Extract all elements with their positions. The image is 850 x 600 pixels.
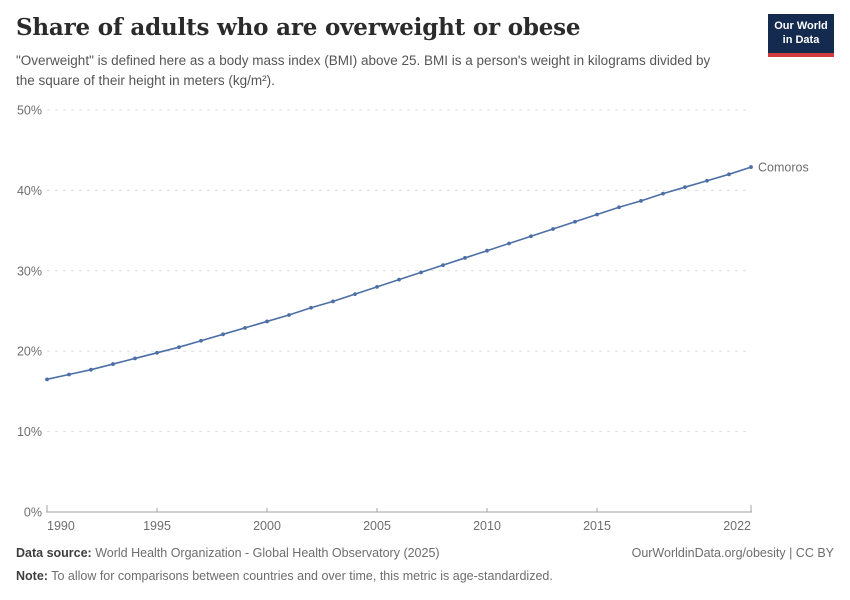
data-point[interactable] bbox=[419, 270, 423, 275]
data-point[interactable] bbox=[529, 234, 533, 239]
line-chart[interactable]: 0% 10% 20% 30% 40% 50% 1990 1995 2000 2005 2010 201… bbox=[0, 95, 850, 545]
data-point[interactable] bbox=[727, 172, 731, 177]
data-point[interactable] bbox=[331, 299, 335, 304]
data-point[interactable] bbox=[375, 284, 379, 289]
owid-logo-line1: Our World bbox=[774, 20, 828, 32]
owid-logo[interactable]: Our World in Data bbox=[768, 14, 834, 57]
data-point[interactable] bbox=[551, 227, 555, 231]
series-label[interactable]: Comoros bbox=[758, 161, 809, 175]
data-point[interactable] bbox=[199, 338, 203, 343]
y-tick-label: 50% bbox=[17, 104, 42, 118]
data-point[interactable] bbox=[595, 212, 599, 217]
data-point[interactable] bbox=[309, 305, 313, 310]
data-point[interactable] bbox=[749, 165, 753, 169]
y-tick-label: 40% bbox=[17, 184, 42, 198]
y-tick-label: 10% bbox=[17, 425, 42, 439]
data-point[interactable] bbox=[661, 191, 665, 196]
data-point[interactable] bbox=[441, 263, 445, 268]
page-title: Share of adults who are overweight or ob… bbox=[16, 14, 581, 41]
y-tick-label: 20% bbox=[17, 345, 42, 359]
data-point[interactable] bbox=[705, 178, 709, 183]
x-tick-label: 2000 bbox=[253, 519, 281, 533]
y-tick-label: 0% bbox=[24, 506, 42, 520]
data-point[interactable] bbox=[287, 313, 291, 317]
y-tick-label: 30% bbox=[17, 264, 42, 278]
data-point[interactable] bbox=[67, 372, 71, 377]
data-point[interactable] bbox=[617, 205, 621, 210]
y-gridlines: 0% 10% 20% 30% 40% 50% bbox=[17, 104, 751, 520]
chart-area[interactable]: 0% 10% 20% 30% 40% 50% 1990 1995 2000 2005 2010 201… bbox=[0, 95, 850, 545]
chart-subtitle: "Overweight" is defined here as a body m… bbox=[16, 53, 711, 88]
data-point[interactable] bbox=[45, 377, 49, 382]
chart-header: Share of adults who are overweight or ob… bbox=[16, 14, 834, 90]
series-line[interactable] bbox=[46, 166, 752, 381]
note-text: To allow for comparisons between countri… bbox=[47, 569, 553, 583]
data-point[interactable] bbox=[155, 350, 159, 355]
data-point[interactable] bbox=[133, 356, 137, 361]
data-point[interactable] bbox=[463, 256, 467, 260]
note-label: Note: bbox=[16, 569, 48, 583]
series-points[interactable] bbox=[45, 165, 753, 382]
data-point[interactable] bbox=[177, 345, 181, 350]
data-point[interactable] bbox=[507, 241, 511, 246]
data-point[interactable] bbox=[485, 248, 489, 253]
data-point[interactable] bbox=[111, 362, 115, 366]
data-point[interactable] bbox=[397, 277, 401, 282]
data-point[interactable] bbox=[683, 185, 687, 190]
data-point[interactable] bbox=[265, 319, 269, 324]
data-source-label: Data source: bbox=[16, 546, 92, 560]
data-point[interactable] bbox=[573, 219, 577, 224]
data-source-line: Data source: World Health Organization -… bbox=[16, 546, 440, 561]
data-point[interactable] bbox=[353, 292, 357, 297]
x-tick-label: 1990 bbox=[47, 519, 75, 533]
chart-footer: Data source: World Health Organization -… bbox=[16, 546, 834, 584]
x-tick-label: 2010 bbox=[473, 519, 501, 533]
x-tick-label: 2015 bbox=[583, 519, 611, 533]
x-tick-label: 2005 bbox=[363, 519, 391, 533]
x-axis: 1990 1995 2000 2005 2010 2015 2022 bbox=[46, 505, 752, 533]
note-line: Note: To allow for comparisons between c… bbox=[16, 569, 553, 583]
data-source-text: World Health Organization - Global Healt… bbox=[91, 546, 440, 560]
data-point[interactable] bbox=[243, 325, 247, 330]
data-point[interactable] bbox=[89, 367, 93, 372]
data-point[interactable] bbox=[221, 332, 225, 337]
data-point[interactable] bbox=[639, 198, 643, 203]
credit-link[interactable]: OurWorldinData.org/obesity | CC BY bbox=[631, 546, 834, 560]
owid-logo-line2: in Data bbox=[782, 33, 820, 46]
x-tick-label: 2022 bbox=[723, 519, 751, 533]
x-tick-label: 1995 bbox=[143, 519, 171, 533]
